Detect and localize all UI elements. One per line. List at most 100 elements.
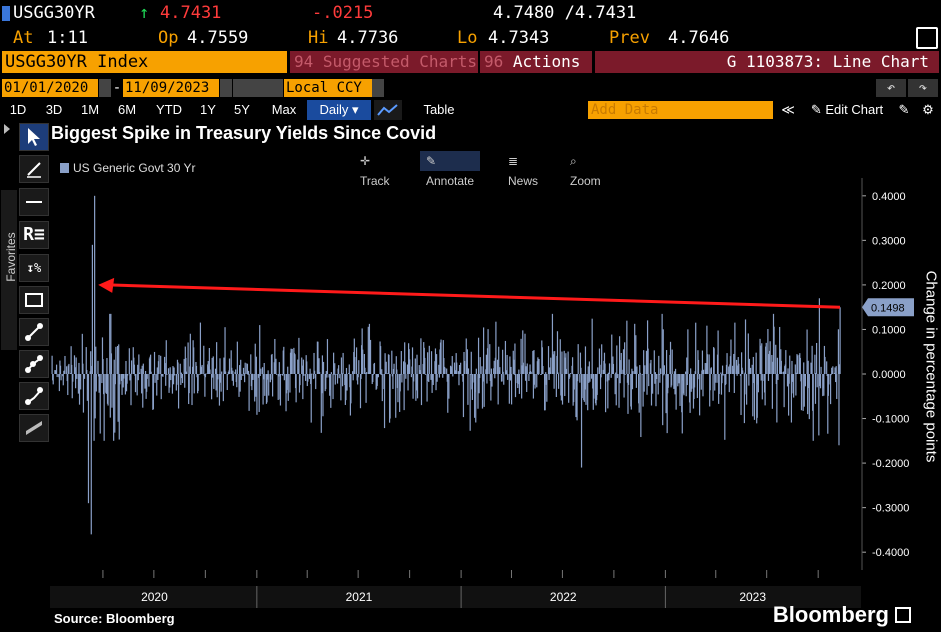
bar [779,326,781,374]
x-tick-label: 2020 [141,590,168,604]
bar [204,374,206,397]
redo-button[interactable]: ↷ [908,79,938,97]
graph-title: G 1103873: Line Chart [595,51,939,73]
bar [632,371,634,374]
zoom-button[interactable]: ⌕ Zoom [570,154,601,188]
bar [526,374,528,392]
bar [317,341,319,374]
favorites-tab[interactable]: Favorites [1,190,18,350]
bar [199,374,201,375]
multi-point-tool[interactable] [19,350,49,378]
bar [419,370,421,374]
track-label: Track [360,174,390,188]
bar [477,337,480,374]
horizontal-line-tool[interactable] [19,188,49,216]
pointer-tool[interactable] [19,123,49,151]
annotation-arrow-line[interactable] [108,283,841,309]
bar [313,370,316,374]
range-1m[interactable]: 1M [80,102,100,117]
bar [376,374,378,386]
period-select[interactable]: Daily ▾ [307,100,371,120]
bar [348,364,350,374]
text-tool[interactable]: R≡ [19,221,49,249]
bar [399,374,401,392]
collapse-button[interactable]: ≪ [781,102,795,117]
bar [494,374,496,379]
bar [683,374,685,396]
track-button[interactable]: ✛ Track [360,154,390,188]
bar [795,374,797,396]
bar [268,374,270,396]
edit-chart-button[interactable]: ✎ Edit Chart [810,102,884,117]
bar [340,357,343,374]
security-field[interactable]: USGG30YR Index [2,51,287,73]
range-5y[interactable]: 5Y [234,102,250,117]
bar [571,357,574,374]
bar [596,374,598,395]
gear-icon[interactable]: ⚙ [922,102,934,117]
bar [818,298,820,374]
bar [475,374,477,423]
toolbar-expand-icon[interactable] [4,124,10,134]
bar [352,371,354,374]
bar [714,374,716,383]
chevron-down-icon[interactable] [372,79,384,97]
annotate-button[interactable]: ✎ Annotate [420,151,481,188]
currency-select[interactable]: Local CCY [284,79,372,97]
bar [111,374,113,408]
bar [782,371,785,374]
range-max[interactable]: Max [271,102,297,117]
bar [264,374,266,396]
bar [510,374,513,405]
bar [137,364,139,374]
bar [173,367,175,374]
bar [706,354,709,374]
bar [513,359,515,374]
y-tick-label: 0.3000 [872,235,906,247]
calendar-icon[interactable] [99,79,111,97]
end-date-field[interactable]: 11/09/2023 [123,79,219,97]
bar [584,374,586,390]
bar [552,354,555,374]
percent-tool[interactable]: ↧% [19,254,49,282]
suggested-charts-button[interactable]: 94 Suggested Charts [290,51,478,73]
bar [109,313,111,374]
edit-icon[interactable]: ✎ [898,102,910,117]
calendar-icon[interactable] [220,79,232,97]
bar [259,374,261,377]
bar [426,374,428,402]
legend-item[interactable]: US Generic Govt 30 Yr [57,158,196,178]
bar [743,374,745,424]
line-chart-icon[interactable] [374,100,402,120]
bar [362,349,364,374]
bar [364,373,367,374]
trendline-tool[interactable] [19,318,49,346]
table-button[interactable]: Table [423,102,455,117]
channel-tool[interactable] [19,382,49,410]
actions-menu[interactable]: 96 Actions ▾ [480,51,592,93]
range-1d[interactable]: 1D [9,102,27,117]
bar [435,354,438,374]
draw-tool[interactable] [19,155,49,183]
rectangle-tool[interactable] [19,286,49,314]
range-ytd[interactable]: YTD [156,102,182,117]
range-6m[interactable]: 6M [117,102,137,117]
bar [438,374,440,378]
bar [248,374,250,411]
fibonacci-tool[interactable] [19,414,49,442]
add-data-input[interactable]: Add Data [588,101,773,119]
bar [128,348,130,374]
bar [242,367,245,374]
news-button[interactable]: ≣ News [508,154,539,188]
bar [839,307,841,374]
range-3d[interactable]: 3D [45,102,63,117]
ticker[interactable]: USGG30YR [13,3,95,23]
bar [239,374,241,392]
expand-icon[interactable] [916,27,938,49]
range-1y[interactable]: 1Y [200,102,216,117]
start-date-field[interactable]: 01/01/2020 [2,79,98,97]
bar [322,361,325,374]
bar [114,374,116,385]
undo-button[interactable]: ↶ [876,79,906,97]
